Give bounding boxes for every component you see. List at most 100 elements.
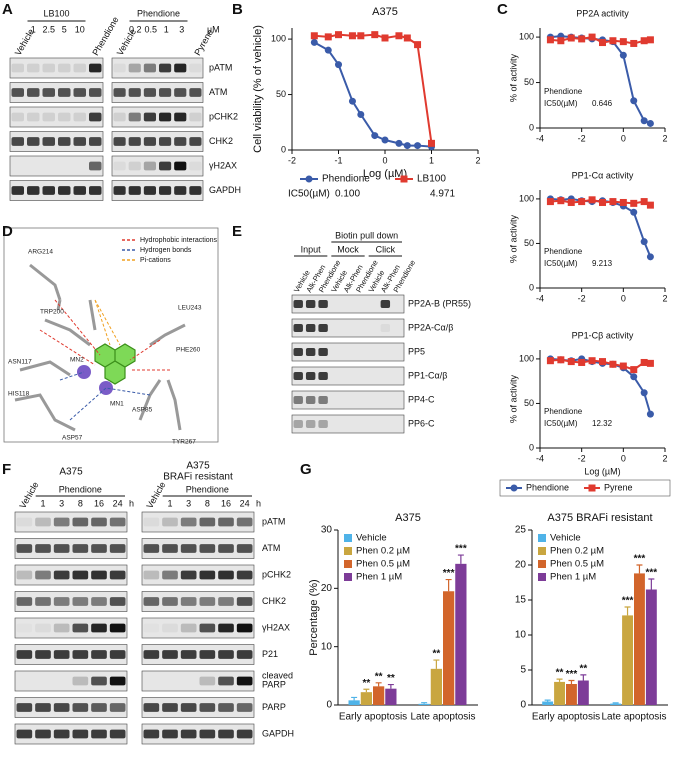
band [113,63,126,73]
band [199,676,216,686]
y-tick-label: 50 [276,89,286,99]
band [218,650,234,659]
time-label: 24 [113,498,123,508]
y-tick-label: 50 [524,238,534,248]
y-axis-label: % of activity [508,374,518,423]
band [305,300,316,308]
y-axis-label: Percentage (%) [308,579,320,655]
band [143,517,160,527]
bar [622,615,633,705]
significance: *** [443,568,455,579]
band [109,544,126,553]
band [16,517,33,527]
blot-title: A375 [186,461,210,472]
legend-label: Phen 0.5 µM [356,559,410,570]
band [144,677,160,686]
band [218,570,234,580]
band [91,623,107,633]
band [128,186,141,195]
point [588,33,596,41]
legend-label: LB100 [417,174,446,185]
error-bar [421,702,428,704]
y-tick-label: 15 [515,595,527,606]
x-tick-label: 0 [621,453,626,463]
band [27,186,40,195]
band [393,300,402,308]
blot-background [141,564,255,586]
x-tick-label: 2 [662,453,667,463]
point [646,410,654,418]
band [180,597,197,606]
band [72,703,89,712]
band [180,517,197,527]
x-tick-label: -2 [578,293,586,303]
annotation: Phendione [544,247,583,256]
band [180,570,197,580]
band [393,372,402,380]
point [324,33,332,41]
annotation: IC50(µM) [544,259,578,268]
point [619,51,627,59]
band [72,517,89,527]
band [35,650,51,659]
band [236,623,253,633]
x-tick-label: -4 [536,293,544,303]
bar [360,692,372,705]
row-label: pATM [209,62,232,72]
chart-title: A375 [372,6,398,18]
x-tick-label: -4 [536,133,544,143]
bar [610,703,622,705]
x-tick-label: 0 [621,133,626,143]
blot-background [14,564,128,586]
residue-label: ASP85 [132,407,153,414]
blot-background [14,617,128,639]
annotation: IC50(µM) [544,99,578,108]
band [89,161,102,171]
row-label: pCHK2 [262,569,291,579]
legend-label: Phen 1 µM [356,572,402,583]
group-label: Phendione [137,8,180,18]
band [236,544,253,553]
band [236,517,253,527]
band [27,88,40,97]
legend-swatch [344,547,352,555]
band [143,186,156,195]
blot-background [9,180,104,201]
error-bar [387,683,394,689]
time-label: 1 [167,498,172,508]
point [630,199,638,207]
band [318,372,328,380]
header: Biotin pull down [335,230,398,240]
band [356,324,365,332]
x-tick-label: Late apoptosis [601,712,666,723]
band [143,112,156,122]
band [11,88,24,97]
unit-label: h [256,498,261,508]
band [162,517,178,527]
x-tick-label: 1 [429,155,434,165]
panel-label: A [2,1,13,18]
band [42,137,55,146]
band [91,570,107,580]
band [53,650,70,659]
point [609,198,617,206]
band [162,570,178,580]
point [324,46,332,54]
band [89,137,102,146]
point [414,41,422,49]
band [58,162,71,171]
band [72,544,89,553]
point [640,389,648,397]
error-bar [612,702,619,704]
band [16,703,33,712]
blot-background [291,342,405,362]
band [162,544,178,553]
unit-label: h [129,498,134,508]
blot-background [291,390,405,410]
band [35,623,51,633]
point [619,362,627,370]
unit-label: µM [207,24,220,34]
significance: ** [579,664,587,675]
blot-background [111,180,204,201]
